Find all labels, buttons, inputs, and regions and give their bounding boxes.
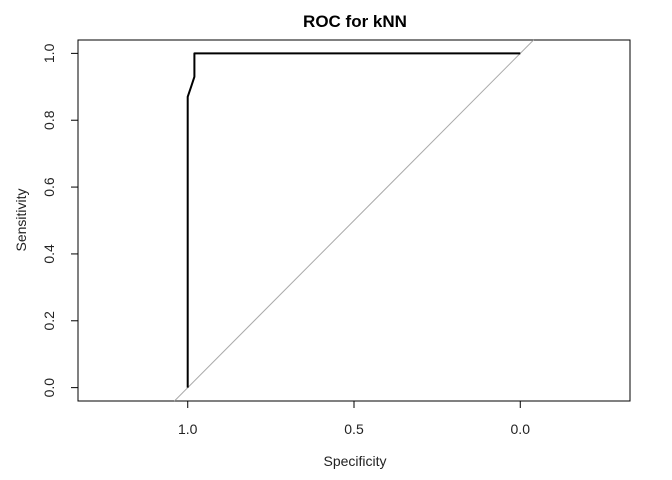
y-tick-label: 0.2 <box>41 311 57 331</box>
y-tick-label: 1.0 <box>41 43 57 63</box>
x-axis-title: Specificity <box>323 453 386 469</box>
y-tick-label: 0.6 <box>41 177 57 197</box>
x-tick-label: 0.5 <box>344 421 364 437</box>
y-axis-title: Sensitivity <box>13 188 29 251</box>
y-tick-label: 0.4 <box>41 244 57 264</box>
y-tick-label: 0.0 <box>41 378 57 398</box>
y-tick-label: 0.8 <box>41 110 57 130</box>
roc-curve-line <box>186 52 521 388</box>
x-tick-label: 1.0 <box>178 421 198 437</box>
x-tick-label: 0.0 <box>511 421 531 437</box>
diagonal-reference-line <box>174 39 534 402</box>
chart-title: ROC for kNN <box>303 12 407 31</box>
